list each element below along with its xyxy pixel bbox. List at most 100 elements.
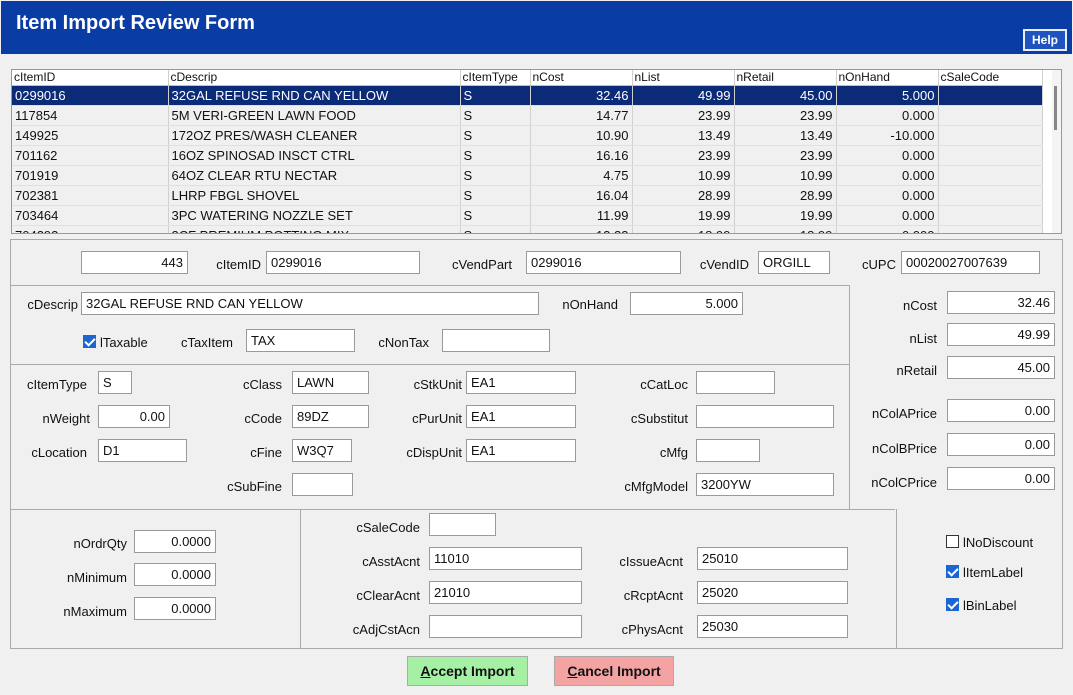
ltaxable-checkbox[interactable]: [83, 335, 96, 348]
column-header[interactable]: nList: [632, 70, 735, 86]
casstacnt-field[interactable]: 11010: [429, 547, 582, 570]
ncost-label: nCost: [903, 298, 937, 313]
items-grid[interactable]: cItemID cDescrip cItemType nCost nList n…: [11, 69, 1062, 234]
table-row[interactable]: 149925 172OZ PRES/WASH CLEANER S 10.90 13.49…: [12, 125, 1043, 146]
scrollbar-thumb[interactable]: [1054, 86, 1057, 130]
nweight-field[interactable]: 0.00: [98, 405, 170, 428]
table-row[interactable]: 0299016 32GAL REFUSE RND CAN YELLOW S 32.46…: [12, 85, 1043, 106]
divider: [10, 364, 850, 365]
citemid-field[interactable]: 0299016: [266, 251, 420, 274]
cvendpart-field[interactable]: 0299016: [526, 251, 681, 274]
table-cell: 28.99: [734, 185, 837, 206]
table-cell: 16.16: [530, 145, 633, 166]
table-row[interactable]: 701162 16OZ SPINOSAD INSCT CTRL S 16.16 23.9…: [12, 145, 1043, 166]
table-cell: S: [460, 205, 531, 226]
cpurunit-field[interactable]: EA1: [466, 405, 576, 428]
table-row[interactable]: 703464 3PC WATERING NOZZLE SET S 11.99 19.99…: [12, 205, 1043, 226]
title-bar: [1, 1, 1072, 54]
table-cell: S: [460, 225, 531, 233]
table-cell: 49.99: [632, 85, 735, 106]
cmfgmodel-field[interactable]: 3200YW: [696, 473, 834, 496]
lbinlabel-checkbox[interactable]: [946, 598, 959, 611]
nlist-field[interactable]: 49.99: [947, 323, 1055, 346]
table-cell: S: [460, 145, 531, 166]
table-cell: [938, 185, 1043, 206]
table-cell: 701162: [12, 145, 169, 166]
nonhand-field[interactable]: 5.000: [630, 292, 743, 315]
csubfine-label: cSubFine: [227, 479, 282, 494]
ccatloc-field[interactable]: [696, 371, 775, 394]
help-button[interactable]: Help: [1023, 29, 1067, 51]
ncolbprice-label: nColBPrice: [871, 441, 937, 456]
cvendid-field[interactable]: ORGILL: [758, 251, 830, 274]
clocation-field[interactable]: D1: [98, 439, 187, 462]
table-row[interactable]: 117854 5M VERI-GREEN LAWN FOOD S 14.77 23.99…: [12, 105, 1043, 126]
ncolbprice-field[interactable]: 0.00: [947, 433, 1055, 456]
cupc-field[interactable]: 00020027007639: [901, 251, 1040, 274]
column-header[interactable]: cSaleCode: [938, 70, 1043, 86]
table-cell: 23.99: [632, 105, 735, 126]
column-header[interactable]: cItemID: [12, 70, 169, 86]
cfine-field[interactable]: W3Q7: [292, 439, 352, 462]
ccode-field[interactable]: 89DZ: [292, 405, 369, 428]
cadjcstacn-field[interactable]: [429, 615, 582, 638]
cclass-field[interactable]: LAWN: [292, 371, 369, 394]
nmaximum-field[interactable]: 0.0000: [134, 597, 216, 620]
table-cell: 19.99: [734, 205, 837, 226]
table-cell: 12.23: [530, 225, 633, 233]
grid-scrollbar[interactable]: [1052, 70, 1061, 233]
crcptacnt-field[interactable]: 25020: [697, 581, 848, 604]
cissueacnt-field[interactable]: 25010: [697, 547, 848, 570]
table-cell: 13.49: [734, 125, 837, 146]
csalecode-field[interactable]: [429, 513, 496, 536]
cclass-label: cClass: [242, 377, 282, 392]
table-cell: 64OZ CLEAR RTU NECTAR: [168, 165, 461, 186]
csubstitut-field[interactable]: [696, 405, 834, 428]
cancel-import-button[interactable]: Cancel Import: [554, 656, 674, 686]
column-header[interactable]: cItemType: [460, 70, 531, 86]
nretail-field[interactable]: 45.00: [947, 356, 1055, 379]
cmfg-field[interactable]: [696, 439, 760, 462]
table-cell: 45.00: [734, 85, 837, 106]
divider: [896, 509, 897, 649]
casstacnt-label: cAsstAcnt: [362, 554, 420, 569]
csubfine-field[interactable]: [292, 473, 353, 496]
cnontax-field[interactable]: [442, 329, 550, 352]
table-cell: 23.99: [734, 105, 837, 126]
ccatloc-label: cCatLoc: [640, 377, 688, 392]
ncolcprice-field[interactable]: 0.00: [947, 467, 1055, 490]
table-cell: 149925: [12, 125, 169, 146]
ctaxitem-field[interactable]: TAX: [246, 329, 355, 352]
nordrqty-field[interactable]: 0.0000: [134, 530, 216, 553]
column-header[interactable]: cDescrip: [168, 70, 461, 86]
clocation-label: cLocation: [31, 445, 87, 460]
nminimum-field[interactable]: 0.0000: [134, 563, 216, 586]
litemlabel-checkbox[interactable]: [946, 565, 959, 578]
table-cell: 32GAL REFUSE RND CAN YELLOW: [168, 85, 461, 106]
cclearacnt-field[interactable]: 21010: [429, 581, 582, 604]
cdispunit-field[interactable]: EA1: [466, 439, 576, 462]
column-header[interactable]: nCost: [530, 70, 633, 86]
cmfg-label: cMfg: [659, 445, 688, 460]
table-cell: [938, 125, 1043, 146]
lnodiscount-checkbox[interactable]: [946, 535, 959, 548]
accept-import-button[interactable]: Accept Import: [407, 656, 528, 686]
irefno-field[interactable]: 443: [81, 251, 188, 274]
citemtype-label: cItemType: [27, 377, 87, 392]
cvendid-label: cVendID: [699, 257, 749, 272]
cstkunit-field[interactable]: EA1: [466, 371, 576, 394]
accept-accesskey: A: [420, 663, 431, 679]
cdescrip-field[interactable]: 32GAL REFUSE RND CAN YELLOW: [81, 292, 539, 315]
table-cell: [938, 145, 1043, 166]
ncost-field[interactable]: 32.46: [947, 291, 1055, 314]
table-row[interactable]: 702381 LHRP FBGL SHOVEL S 16.04 28.99 28.99 0.…: [12, 185, 1043, 206]
citemtype-field[interactable]: S: [98, 371, 132, 394]
table-cell: S: [460, 185, 531, 206]
cphysacnt-field[interactable]: 25030: [697, 615, 848, 638]
table-cell: 117854: [12, 105, 169, 126]
column-header[interactable]: nOnHand: [836, 70, 939, 86]
table-row[interactable]: 7042932CF PREMIUM POTTING MIXS12.2318.99…: [12, 225, 1043, 233]
table-row[interactable]: 701919 64OZ CLEAR RTU NECTAR S 4.75 10.99 10.…: [12, 165, 1043, 186]
ncolaprice-field[interactable]: 0.00: [947, 399, 1055, 422]
column-header[interactable]: nRetail: [734, 70, 837, 86]
